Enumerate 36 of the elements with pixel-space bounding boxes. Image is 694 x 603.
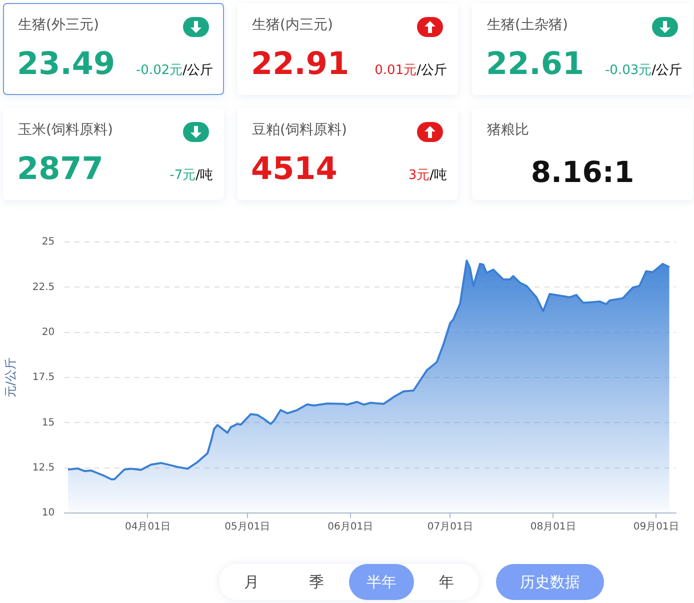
text: 22.61 (486, 46, 584, 82)
y-tick-label: 22.5 (32, 282, 55, 293)
text: 生猪(外三元) (18, 16, 99, 34)
text: -0.03元 (604, 63, 652, 78)
y-tick-label: 15 (42, 417, 55, 428)
x-tick-label: 04月01日 (125, 522, 170, 533)
text: 猪粮比 (487, 121, 529, 139)
text: 生猪(土杂猪) (487, 16, 568, 34)
text: 4514 (251, 151, 338, 187)
text: 年 (438, 572, 455, 593)
text: 半年 (349, 564, 414, 600)
text: -7元 (170, 168, 196, 183)
text: 22.91 (251, 46, 350, 82)
x-tick-label: 08月01日 (530, 522, 576, 533)
x-tick-label: 07月01日 (427, 522, 473, 533)
text: 月 (243, 572, 260, 593)
y-axis-title: 元/公斤 (3, 357, 18, 398)
text: -0.02元 (136, 63, 183, 78)
x-tick-label: 09月01日 (633, 522, 679, 533)
y-tick-label: 25 (42, 236, 55, 248)
text: 8.16:1 (530, 155, 636, 189)
y-tick-label: 12.5 (32, 462, 55, 474)
x-tick-label: 06月01日 (328, 522, 374, 533)
x-tick-label: 05月01日 (224, 522, 270, 533)
text: 生猪(内三元) (252, 16, 333, 34)
text: 2877 (17, 151, 104, 187)
y-tick-label: 10 (42, 508, 55, 519)
y-tick-label: 20 (42, 326, 55, 338)
text: 玉米(饲料原料) (18, 121, 113, 139)
text: 3元 (408, 168, 430, 183)
text: 历史数据 (496, 564, 604, 600)
text: 季 (308, 572, 325, 593)
y-tick-label: 17.5 (32, 372, 55, 384)
text: 23.49 (17, 46, 116, 82)
text: 0.01元 (374, 63, 417, 78)
text: 豆粕(饲料原料) (252, 121, 347, 139)
